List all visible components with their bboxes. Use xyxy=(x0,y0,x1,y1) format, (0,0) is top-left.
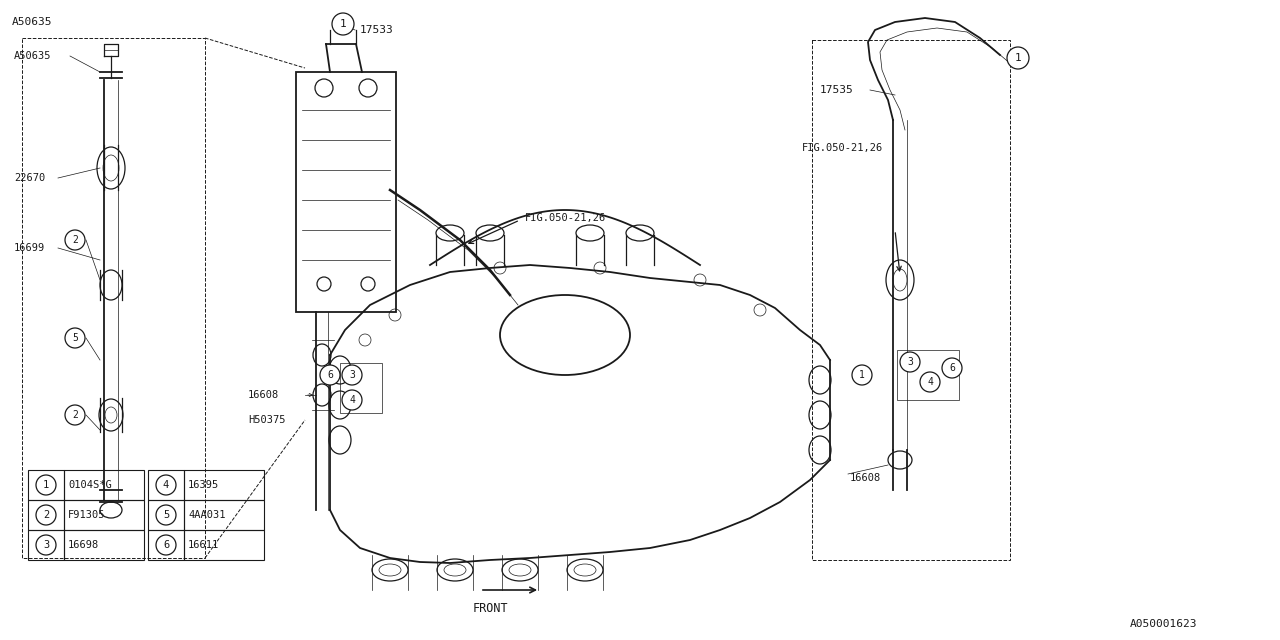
Text: H50375: H50375 xyxy=(248,415,285,425)
Circle shape xyxy=(1007,47,1029,69)
Text: 3: 3 xyxy=(349,370,355,380)
Circle shape xyxy=(65,328,84,348)
Circle shape xyxy=(156,475,177,495)
Circle shape xyxy=(320,365,340,385)
Text: 17535: 17535 xyxy=(820,85,854,95)
Bar xyxy=(22,38,205,558)
Text: F91305: F91305 xyxy=(68,510,105,520)
Text: 6: 6 xyxy=(328,370,333,380)
Circle shape xyxy=(36,475,56,495)
Bar xyxy=(812,40,1010,560)
Text: 2: 2 xyxy=(72,235,78,245)
Text: 16698: 16698 xyxy=(68,540,100,550)
Text: 0104S*G: 0104S*G xyxy=(68,480,111,490)
Text: 1: 1 xyxy=(859,370,865,380)
Text: 16699: 16699 xyxy=(14,243,45,253)
Circle shape xyxy=(36,535,56,555)
Text: 17533: 17533 xyxy=(360,25,394,35)
Text: 22670: 22670 xyxy=(14,173,45,183)
Circle shape xyxy=(156,535,177,555)
Circle shape xyxy=(920,372,940,392)
Text: 6: 6 xyxy=(948,363,955,373)
Text: A50635: A50635 xyxy=(12,17,52,27)
Text: 3: 3 xyxy=(42,540,49,550)
Circle shape xyxy=(65,405,84,425)
Bar xyxy=(28,530,64,560)
Text: 16611: 16611 xyxy=(188,540,219,550)
Bar xyxy=(897,350,959,400)
Bar xyxy=(184,470,264,500)
Text: 16608: 16608 xyxy=(248,390,279,400)
Text: FIG.050-21,26: FIG.050-21,26 xyxy=(525,213,607,223)
Bar xyxy=(64,470,143,500)
Text: 4: 4 xyxy=(927,377,933,387)
Circle shape xyxy=(65,230,84,250)
Text: 1: 1 xyxy=(1015,53,1021,63)
Text: FIG.050-21,26: FIG.050-21,26 xyxy=(803,143,883,153)
Text: A050001623: A050001623 xyxy=(1130,619,1198,629)
Bar xyxy=(148,470,184,500)
Circle shape xyxy=(342,390,362,410)
Text: 16395: 16395 xyxy=(188,480,219,490)
Bar xyxy=(296,72,396,312)
Text: 16608: 16608 xyxy=(850,473,881,483)
Bar xyxy=(148,530,184,560)
Text: 4: 4 xyxy=(349,395,355,405)
Bar xyxy=(184,530,264,560)
Text: 3: 3 xyxy=(908,357,913,367)
Bar xyxy=(184,500,264,530)
Text: FRONT: FRONT xyxy=(472,602,508,614)
Circle shape xyxy=(900,352,920,372)
Bar xyxy=(64,530,143,560)
Bar xyxy=(28,500,64,530)
Bar xyxy=(64,500,143,530)
Circle shape xyxy=(942,358,963,378)
Circle shape xyxy=(852,365,872,385)
Text: 2: 2 xyxy=(72,410,78,420)
Text: 1: 1 xyxy=(42,480,49,490)
Bar xyxy=(340,363,381,413)
Text: 4AA031: 4AA031 xyxy=(188,510,225,520)
Text: 2: 2 xyxy=(42,510,49,520)
Text: 1: 1 xyxy=(339,19,347,29)
Circle shape xyxy=(342,365,362,385)
Bar xyxy=(28,470,64,500)
Text: 4: 4 xyxy=(163,480,169,490)
Bar xyxy=(148,500,184,530)
Text: 5: 5 xyxy=(72,333,78,343)
Circle shape xyxy=(332,13,355,35)
Text: 5: 5 xyxy=(163,510,169,520)
Text: A50635: A50635 xyxy=(14,51,51,61)
Circle shape xyxy=(156,505,177,525)
Text: 6: 6 xyxy=(163,540,169,550)
Circle shape xyxy=(36,505,56,525)
